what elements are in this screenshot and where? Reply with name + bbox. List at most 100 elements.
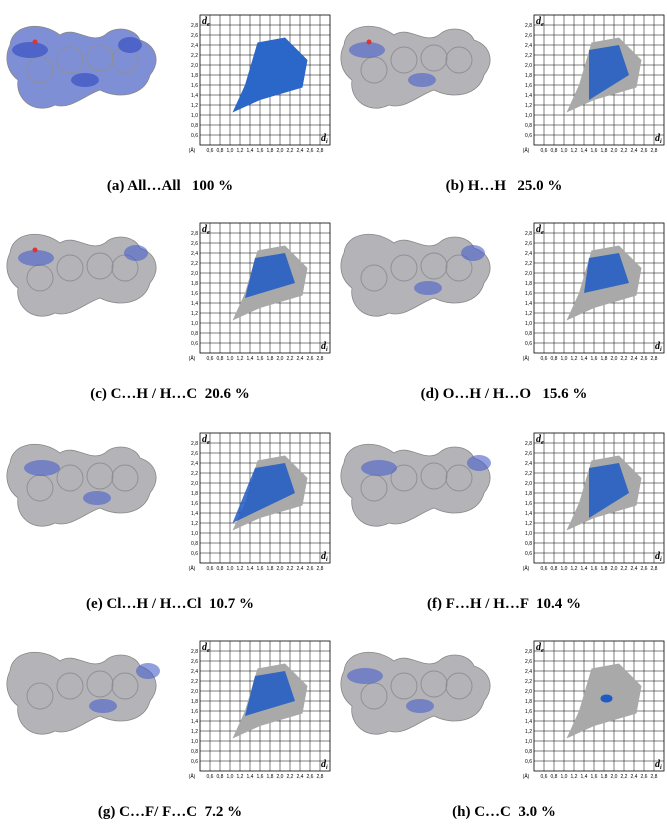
y-tick-label: 2,2 — [191, 471, 198, 477]
y-tick-label: 2,0 — [191, 481, 198, 487]
unit-label: (Å) — [189, 147, 196, 154]
contact-spot — [367, 40, 372, 45]
hirshfeld-surface — [341, 234, 490, 316]
x-tick-label: 2,4 — [297, 774, 304, 780]
y-tick-label: 1,2 — [525, 729, 532, 735]
hirshfeld-surface — [7, 652, 160, 734]
y-tick-label: 1,6 — [191, 291, 198, 297]
panel-caption: (d) O…H / H…O 15.6 % — [421, 386, 588, 402]
x-tick-label: 2,4 — [297, 148, 304, 154]
unit-label: (Å) — [189, 565, 196, 572]
y-tick-label: 2,4 — [525, 43, 532, 49]
x-tick-label: 1,8 — [601, 356, 608, 362]
x-tick-label: 2,4 — [631, 566, 638, 572]
x-tick-label: 2,8 — [651, 774, 658, 780]
y-tick-label: 1,6 — [525, 83, 532, 89]
x-tick-label: 2,4 — [631, 774, 638, 780]
y-tick-label: 1,8 — [191, 699, 198, 705]
unit-label: (Å) — [523, 565, 530, 572]
x-tick-label: 1,4 — [247, 774, 254, 780]
y-tick-label: 2,6 — [191, 241, 198, 247]
x-tick-label: 1,0 — [227, 566, 234, 572]
x-tick-label: 2,6 — [307, 356, 314, 362]
unit-label: (Å) — [523, 355, 530, 362]
y-tick-label: 2,8 — [525, 649, 532, 655]
y-tick-label: 1,4 — [525, 511, 532, 517]
x-tick-label: 0,6 — [207, 148, 214, 154]
y-axis-sub: e — [207, 648, 210, 654]
unit-label: (Å) — [523, 147, 530, 154]
y-tick-label: 1,8 — [191, 73, 198, 79]
y-tick-label: 1,4 — [525, 93, 532, 99]
x-tick-label: 0,6 — [207, 356, 214, 362]
contact-patch — [136, 663, 160, 679]
x-tick-label: 1,6 — [257, 566, 264, 572]
y-tick-label: 2,4 — [525, 251, 532, 257]
x-tick-label: 1,0 — [561, 774, 568, 780]
panel: 0,60,81,01,21,41,61,82,02,22,42,62,80,60… — [341, 223, 664, 402]
y-tick-label: 2,6 — [525, 241, 532, 247]
panel: 0,60,81,01,21,41,61,82,02,22,42,62,80,60… — [341, 15, 664, 194]
panel-caption: (a) All…All 100 % — [107, 178, 233, 194]
x-tick-label: 2,6 — [307, 774, 314, 780]
y-tick-label: 1,6 — [525, 501, 532, 507]
contact-patch — [24, 460, 60, 476]
y-tick-label: 1,4 — [191, 93, 198, 99]
y-tick-label: 1,0 — [191, 113, 198, 119]
y-tick-label: 2,4 — [525, 669, 532, 675]
y-tick-label: 0,8 — [191, 541, 198, 547]
contact-patch — [461, 245, 485, 261]
x-tick-label: 2,0 — [611, 774, 618, 780]
panel-caption: (h) C…C 3.0 % — [452, 804, 556, 820]
x-tick-label: 2,6 — [307, 148, 314, 154]
y-tick-label: 2,2 — [191, 261, 198, 267]
y-tick-label: 2,6 — [191, 33, 198, 39]
y-tick-label: 1,8 — [191, 281, 198, 287]
y-tick-label: 0,8 — [525, 541, 532, 547]
y-tick-label: 0,6 — [191, 759, 198, 765]
y-tick-label: 2,6 — [525, 33, 532, 39]
contact-patch — [18, 250, 54, 266]
y-tick-label: 1,2 — [191, 729, 198, 735]
y-tick-label: 0,6 — [525, 759, 532, 765]
y-tick-label: 2,0 — [525, 63, 532, 69]
x-tick-label: 0,6 — [541, 148, 548, 154]
y-tick-label: 1,0 — [525, 531, 532, 537]
y-tick-label: 2,4 — [191, 251, 198, 257]
y-tick-label: 1,4 — [191, 511, 198, 517]
y-tick-label: 0,6 — [525, 551, 532, 557]
contact-patch — [71, 73, 99, 87]
panel-caption: (c) C…H / H…C 20.6 % — [90, 386, 250, 402]
y-axis-sub: e — [541, 440, 544, 446]
x-tick-label: 1,6 — [257, 356, 264, 362]
fingerprint-contact — [601, 695, 613, 703]
x-tick-label: 1,4 — [247, 356, 254, 362]
y-tick-label: 2,6 — [191, 451, 198, 457]
x-tick-label: 1,8 — [601, 566, 608, 572]
y-tick-label: 2,0 — [525, 271, 532, 277]
y-tick-label: 2,8 — [525, 231, 532, 237]
x-tick-label: 1,2 — [571, 356, 578, 362]
fingerprint-plot: 0,60,81,01,21,41,61,82,02,22,42,62,80,60… — [523, 15, 664, 154]
y-tick-label: 2,2 — [191, 679, 198, 685]
x-tick-label: 1,4 — [581, 566, 588, 572]
x-tick-label: 1,6 — [591, 774, 598, 780]
y-tick-label: 2,2 — [525, 261, 532, 267]
surface — [341, 444, 490, 526]
panel-caption: (b) H…H 25.0 % — [446, 178, 563, 194]
y-tick-label: 2,6 — [525, 659, 532, 665]
x-tick-label: 2,8 — [317, 148, 324, 154]
unit-label: (Å) — [189, 773, 196, 780]
x-tick-label: 1,8 — [267, 148, 274, 154]
x-tick-label: 0,6 — [207, 566, 214, 572]
y-tick-label: 2,4 — [525, 461, 532, 467]
panel: 0,60,81,01,21,41,61,82,02,22,42,62,80,60… — [7, 15, 330, 194]
y-tick-label: 2,8 — [191, 23, 198, 29]
y-tick-label: 0,8 — [525, 123, 532, 129]
panel-caption: (f) F…H / H…F 10.4 % — [427, 596, 581, 612]
contact-patch — [467, 455, 491, 471]
y-axis-sub: e — [541, 648, 544, 654]
x-tick-label: 1,6 — [591, 356, 598, 362]
contact-patch — [118, 37, 142, 53]
y-tick-label: 0,6 — [191, 133, 198, 139]
